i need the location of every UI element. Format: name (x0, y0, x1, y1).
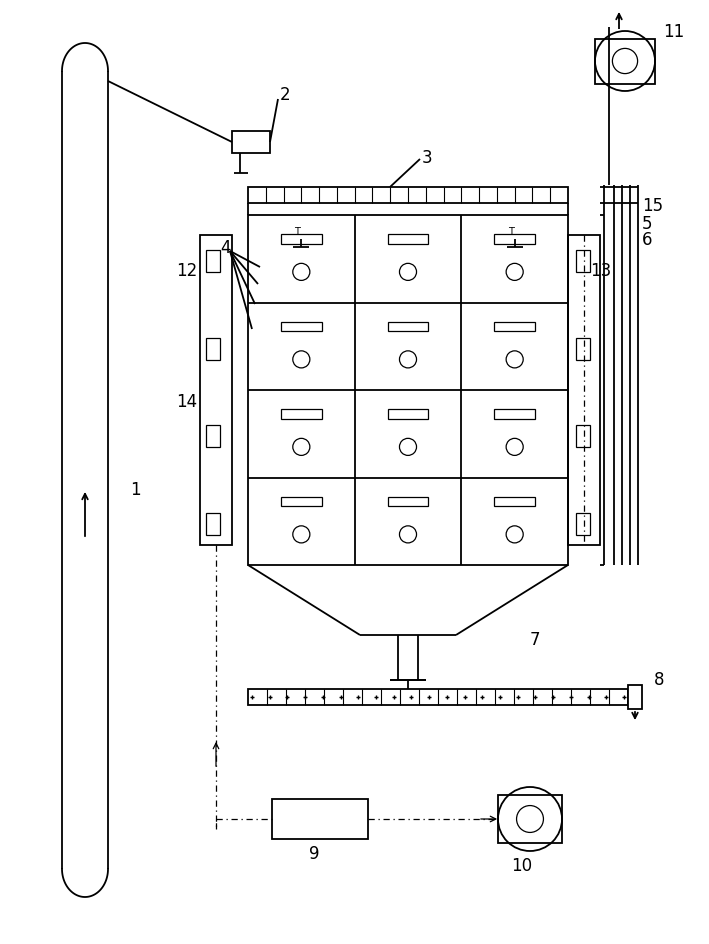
Bar (248, 188, 568, 204)
Text: 3: 3 (422, 149, 432, 167)
Text: 14: 14 (176, 393, 197, 411)
Bar (568, 236, 600, 546)
Bar (206, 426, 220, 447)
Text: 8: 8 (654, 670, 664, 688)
Text: 12: 12 (176, 261, 197, 279)
Bar (206, 251, 220, 273)
Bar (388, 235, 428, 244)
Bar (494, 410, 535, 419)
Bar (281, 410, 322, 419)
Bar (595, 40, 655, 84)
Bar (206, 513, 220, 535)
Bar (498, 795, 562, 843)
Bar (388, 497, 428, 507)
Bar (494, 235, 535, 244)
Bar (576, 513, 590, 535)
Text: 7: 7 (530, 631, 540, 649)
Bar (576, 251, 590, 273)
Text: 11: 11 (663, 23, 684, 41)
Text: 1: 1 (130, 480, 140, 498)
Bar (200, 236, 232, 546)
Bar (232, 132, 270, 154)
Bar (576, 426, 590, 447)
Text: 2: 2 (280, 86, 291, 104)
Text: 9: 9 (308, 844, 319, 862)
Bar (281, 323, 322, 332)
Bar (281, 497, 322, 507)
Text: 6: 6 (642, 230, 652, 248)
Text: T: T (294, 227, 301, 237)
Bar (494, 497, 535, 507)
Bar (248, 216, 568, 565)
Text: T: T (508, 227, 513, 237)
Text: 15: 15 (642, 196, 663, 215)
Bar (388, 323, 428, 332)
Text: 10: 10 (511, 856, 532, 874)
Bar (206, 338, 220, 360)
Bar (272, 800, 368, 839)
Text: 4: 4 (220, 239, 230, 257)
Bar (494, 323, 535, 332)
Bar (628, 685, 642, 709)
Bar (576, 338, 590, 360)
Text: 5: 5 (642, 215, 652, 233)
Bar (388, 410, 428, 419)
Bar (281, 235, 322, 244)
Bar (248, 689, 628, 705)
Text: 13: 13 (590, 261, 611, 279)
